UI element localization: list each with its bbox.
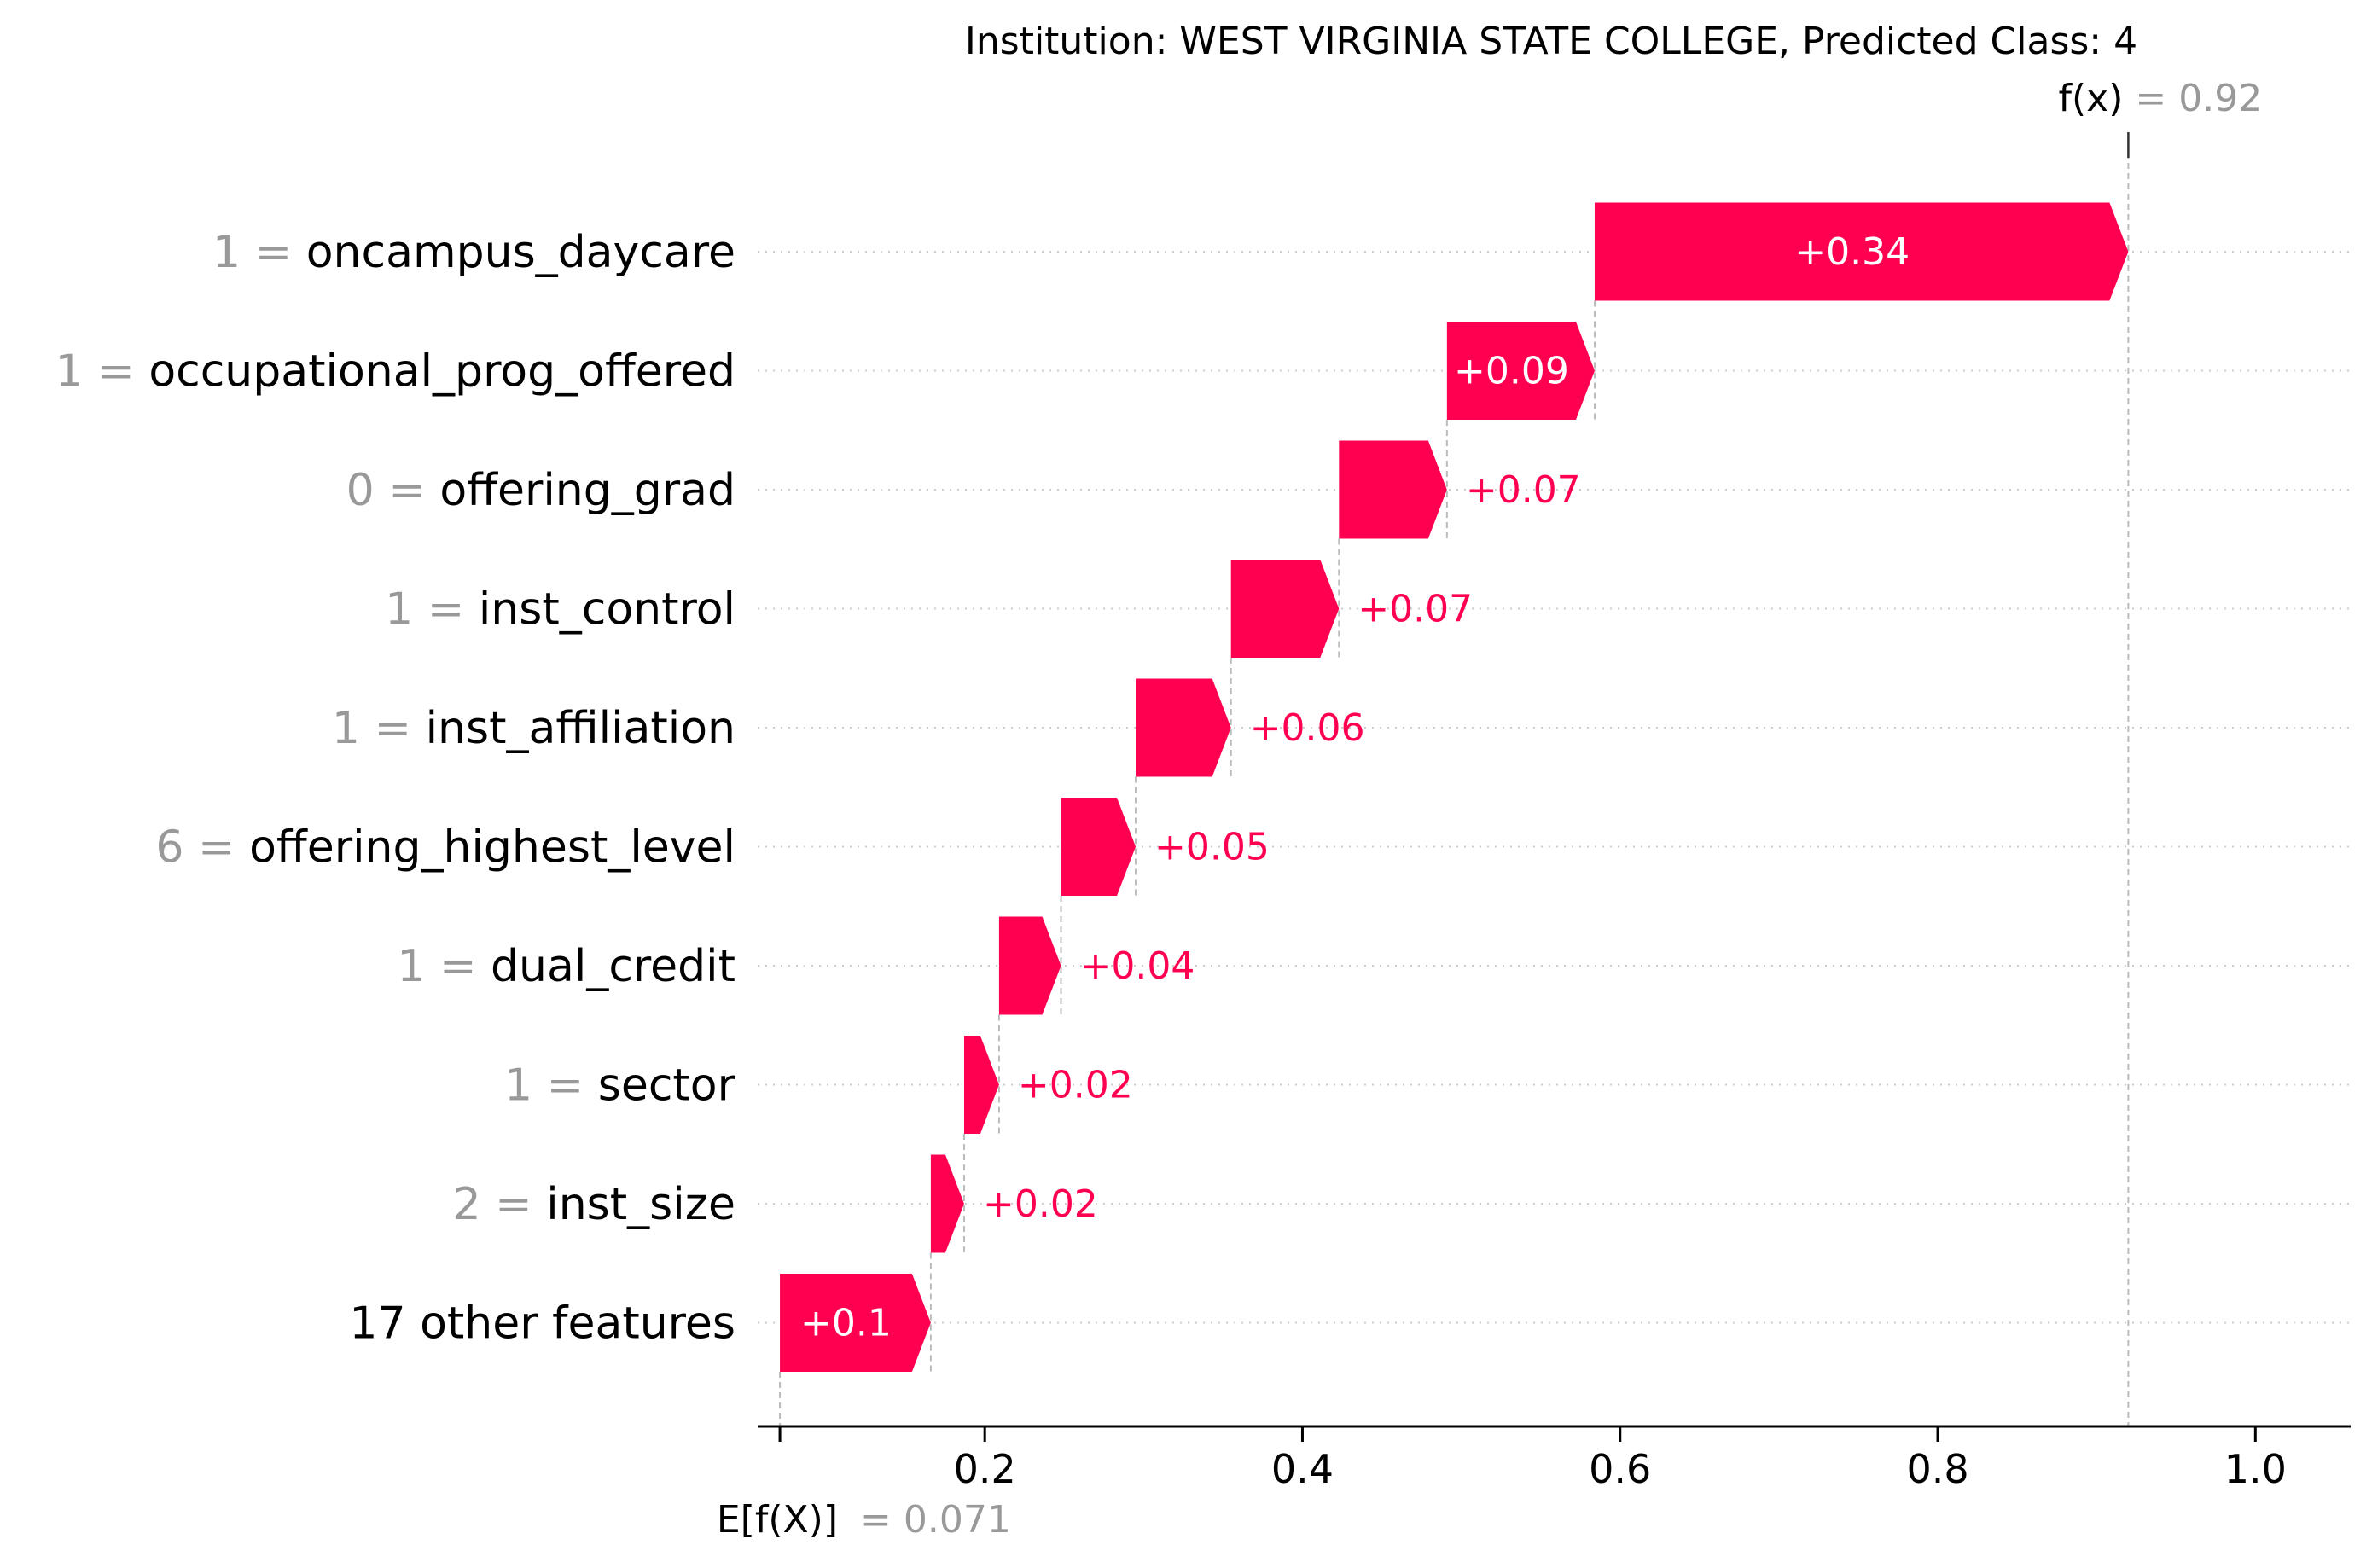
bar-value-label: +0.04 [1080, 944, 1195, 988]
x-tick-label: 0.4 [1271, 1446, 1334, 1492]
bar [780, 1274, 931, 1372]
bar-value-label: +0.06 [1250, 706, 1365, 750]
bar [1594, 202, 2129, 301]
feature-label: 1 = sector [504, 1060, 736, 1112]
feature-labels: 1 = oncampus_daycare 1 = occupational_pro… [55, 227, 736, 1350]
bar-value-label: +0.02 [983, 1182, 1098, 1226]
bar [1061, 798, 1137, 896]
bar-value-label: +0.07 [1358, 588, 1473, 631]
bar-value-label: +0.02 [1018, 1064, 1133, 1107]
x-axis: 0.2 0.4 0.6 0.8 1.0 [758, 1425, 2351, 1492]
x-tick-label: 0.6 [1589, 1446, 1651, 1492]
bar-value-label: +0.05 [1154, 826, 1270, 869]
connector-lines [779, 132, 2130, 1426]
feature-label: 0 = offering_grad [346, 465, 735, 516]
feature-label: 17 other features [349, 1298, 735, 1350]
bar [1230, 560, 1340, 658]
bar [1446, 322, 1595, 420]
bar [930, 1154, 964, 1253]
output-value-label: f(x) [2059, 77, 2124, 120]
base-value-label: E[f(X)] [717, 1498, 838, 1542]
bar [1339, 440, 1447, 539]
feature-label: 1 = occupational_prog_offered [55, 346, 735, 398]
feature-label: 2 = inst_size [453, 1179, 735, 1230]
x-tick-label: 0.8 [1906, 1446, 1968, 1492]
chart-title: Institution: WEST VIRGINIA STATE COLLEGE… [965, 20, 2137, 63]
output-value-number: = 0.92 [2135, 77, 2262, 120]
feature-label: 1 = oncampus_daycare [212, 227, 735, 278]
base-value-number: = 0.071 [860, 1498, 1011, 1542]
feature-label: 6 = offering_highest_level [155, 822, 735, 874]
bar [963, 1036, 999, 1134]
bar-value-label: +0.1 [800, 1302, 892, 1345]
feature-label: 1 = dual_credit [397, 941, 735, 992]
bar [998, 916, 1061, 1015]
feature-label: 1 = inst_affiliation [332, 703, 735, 754]
x-tick-label: 0.2 [954, 1446, 1016, 1492]
value-annotations: +0.34 +0.09 +0.07 +0.07 +0.06 +0.05 +0.04 +0.02… [717, 77, 2262, 1542]
bar-value-label: +0.09 [1454, 350, 1569, 393]
feature-label: 1 = inst_control [385, 584, 735, 636]
bar [1136, 678, 1231, 777]
bar-value-label: +0.34 [1794, 230, 1910, 274]
x-tick-label: 1.0 [2224, 1446, 2287, 1492]
bars [780, 202, 2129, 1372]
bar-value-label: +0.07 [1466, 468, 1581, 512]
